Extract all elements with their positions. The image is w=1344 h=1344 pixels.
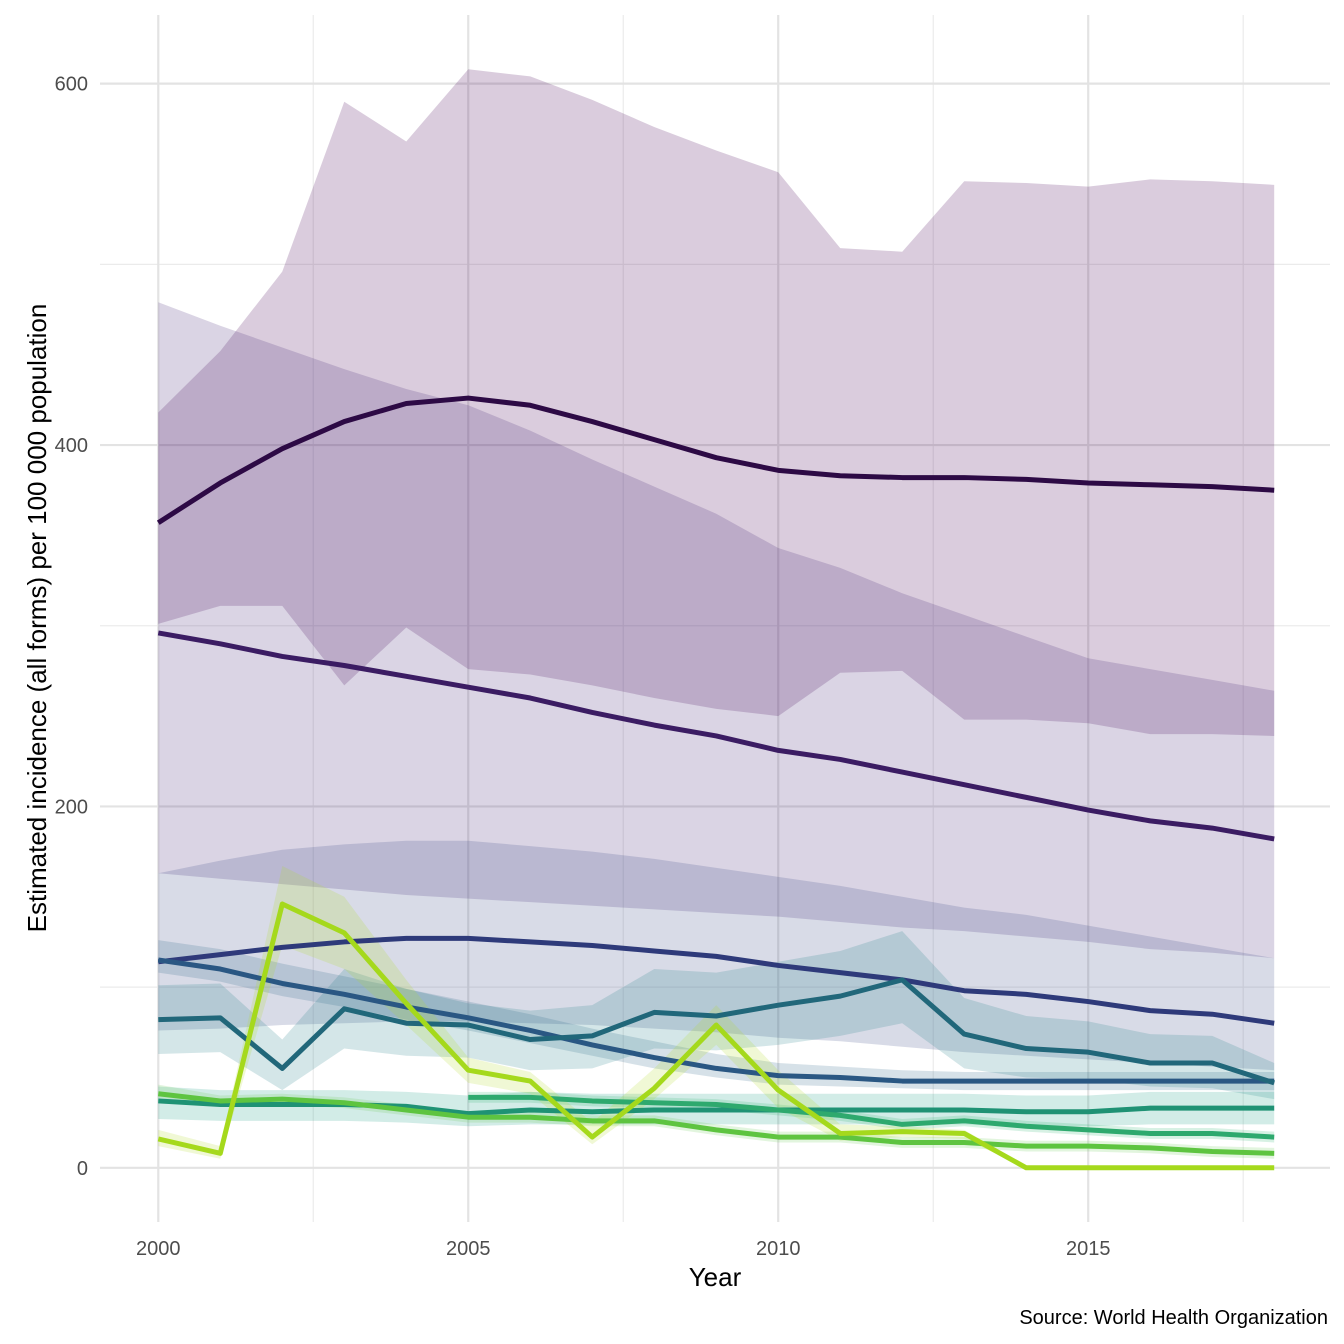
y-tick-label: 0 (77, 1158, 88, 1180)
grid-major (100, 15, 1330, 1222)
x-tick-label: 2005 (446, 1238, 491, 1260)
y-tick-label: 600 (55, 74, 88, 96)
source-caption: Source: World Health Organization (1019, 1307, 1328, 1329)
y-tick-labels: 0 200 400 600 (55, 74, 88, 1180)
series-line-9 (157, 901, 1275, 1171)
confidence-band-4 (158, 940, 1275, 1091)
series-line-8 (157, 1091, 1275, 1156)
series-line-3 (157, 935, 1275, 1026)
series-line-7 (468, 1094, 1275, 1140)
series-line-5 (158, 977, 1275, 1086)
y-tick-label: 200 (55, 796, 88, 818)
series-line-4 (157, 957, 1275, 1084)
confidence-band-8 (158, 1084, 1275, 1159)
series-line-1 (156, 395, 1275, 525)
series-lines (156, 395, 1275, 1171)
confidence-band-1 (158, 69, 1275, 736)
y-tick-label: 400 (55, 435, 88, 457)
confidence-band-2 (158, 302, 1275, 959)
x-tick-label: 2015 (1066, 1238, 1111, 1260)
series-line-2 (157, 630, 1275, 842)
x-tick-labels: 2000 2005 2010 2015 (136, 1238, 1110, 1260)
x-axis-title: Year (689, 1262, 742, 1292)
x-tick-label: 2010 (756, 1238, 801, 1260)
y-axis-title: Estimated incidence (all forms) per 100 … (22, 304, 52, 933)
x-tick-label: 2000 (136, 1238, 181, 1260)
